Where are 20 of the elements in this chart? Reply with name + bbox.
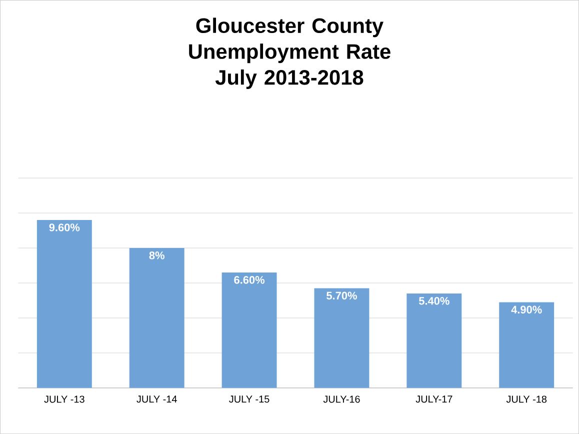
bar (129, 248, 184, 388)
bar (499, 302, 554, 388)
chart-subtitle: July 2013-2018 (215, 69, 364, 89)
x-tick-label: JULY -15 (229, 396, 270, 403)
data-label: 5.70% (326, 292, 357, 300)
x-tick-label: JULY -13 (44, 396, 84, 403)
data-label: 5.40% (418, 296, 450, 305)
x-tick-label: JULY-16 (323, 396, 360, 403)
x-tick-label: JULY-17 (416, 396, 452, 403)
chart-title: Gloucester County Unemployment Rate (189, 18, 390, 64)
data-label: 4.90% (511, 306, 542, 314)
bar (406, 293, 462, 388)
bar (222, 272, 277, 388)
x-tick-label: JULY -18 (506, 396, 547, 403)
x-tick-label: JULY -14 (136, 396, 177, 403)
bar (314, 288, 370, 388)
data-label: 9.60% (49, 224, 80, 232)
data-label: 6.60% (234, 276, 265, 284)
bar (36, 220, 92, 388)
data-label: 8% (149, 252, 164, 260)
